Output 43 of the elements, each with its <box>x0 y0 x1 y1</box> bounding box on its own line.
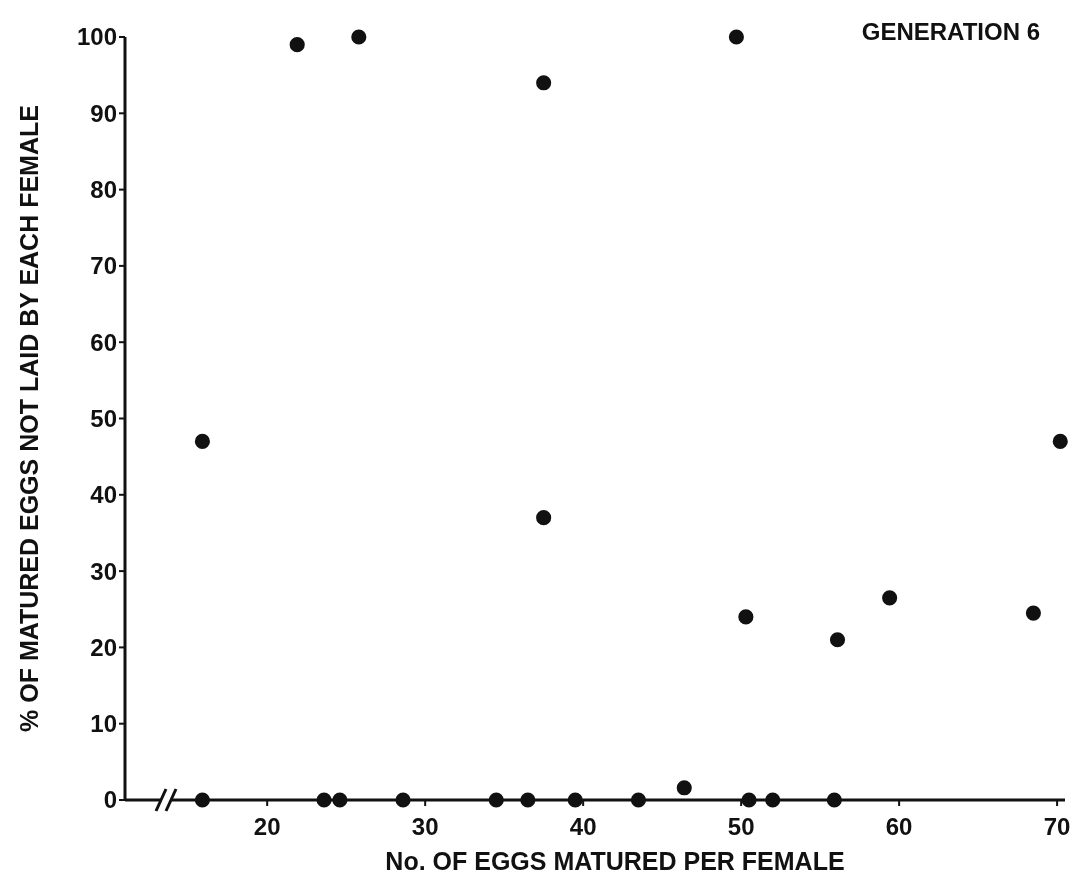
x-tick-label: 40 <box>569 813 597 840</box>
y-tick-label: 60 <box>90 328 117 356</box>
point <box>765 792 781 808</box>
y-tick-label: 20 <box>90 633 117 661</box>
point <box>536 510 552 526</box>
point <box>194 433 210 449</box>
chart-title: GENERATION 6 <box>861 18 1040 45</box>
point <box>829 632 846 648</box>
y-tick-label: 90 <box>90 99 117 127</box>
point <box>520 792 536 808</box>
point <box>395 792 411 808</box>
point <box>316 792 332 808</box>
y-tick-label: 40 <box>90 481 117 509</box>
point <box>882 590 898 606</box>
y-tick-label: 0 <box>103 786 117 814</box>
point <box>332 792 348 808</box>
y-tick-label: 50 <box>90 404 117 432</box>
point <box>351 29 367 45</box>
point <box>1025 605 1041 621</box>
x-axis-title: No. OF EGGS MATURED PER FEMALE <box>385 847 845 875</box>
point <box>738 609 754 625</box>
y-axis-title: % OF MATURED EGGS NOT LAID BY EACH FEMALE <box>15 105 43 732</box>
point <box>728 29 744 45</box>
point <box>289 37 305 53</box>
point <box>826 792 842 808</box>
point <box>1052 433 1068 449</box>
point <box>488 792 504 808</box>
point <box>567 792 583 808</box>
y-tick-label: 70 <box>90 252 117 280</box>
point <box>676 780 692 796</box>
point <box>536 75 552 91</box>
x-tick-label: 20 <box>253 813 281 840</box>
x-tick-label: 30 <box>411 813 439 840</box>
y-tick-label: 80 <box>90 176 117 203</box>
x-tick-label: 50 <box>727 813 755 840</box>
point <box>194 792 210 808</box>
point <box>630 792 647 808</box>
x-tick-label: 60 <box>885 813 913 840</box>
y-tick-label: 100 <box>76 23 117 51</box>
x-tick-label: 70 <box>1043 813 1071 840</box>
point <box>741 792 757 808</box>
y-tick-label: 10 <box>90 710 117 738</box>
y-tick-label: 30 <box>90 557 117 585</box>
